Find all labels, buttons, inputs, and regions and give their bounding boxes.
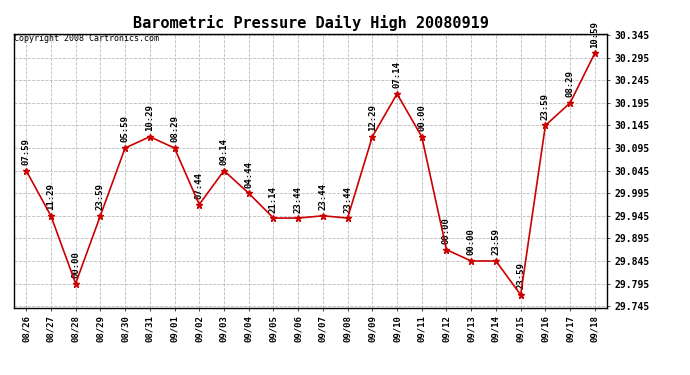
- Text: 23:44: 23:44: [318, 183, 327, 210]
- Text: 23:59: 23:59: [491, 228, 500, 255]
- Text: 08:29: 08:29: [566, 70, 575, 97]
- Text: 09:14: 09:14: [219, 138, 228, 165]
- Text: 23:59: 23:59: [96, 183, 105, 210]
- Text: 23:59: 23:59: [541, 93, 550, 120]
- Text: 00:00: 00:00: [466, 228, 475, 255]
- Text: 07:14: 07:14: [393, 62, 402, 88]
- Text: 04:44: 04:44: [244, 161, 253, 188]
- Text: 00:00: 00:00: [417, 104, 426, 131]
- Text: 07:59: 07:59: [21, 138, 30, 165]
- Text: 23:44: 23:44: [294, 186, 303, 213]
- Text: 21:14: 21:14: [269, 186, 278, 213]
- Text: 00:00: 00:00: [442, 217, 451, 244]
- Text: 11:29: 11:29: [46, 183, 55, 210]
- Text: 00:00: 00:00: [71, 251, 80, 278]
- Text: 07:44: 07:44: [195, 172, 204, 199]
- Text: Copyright 2008 Cartronics.com: Copyright 2008 Cartronics.com: [14, 34, 159, 43]
- Text: 08:29: 08:29: [170, 116, 179, 142]
- Text: 10:59: 10:59: [591, 21, 600, 48]
- Title: Barometric Pressure Daily High 20080919: Barometric Pressure Daily High 20080919: [132, 15, 489, 31]
- Text: 23:44: 23:44: [343, 186, 352, 213]
- Text: 23:59: 23:59: [516, 262, 525, 289]
- Text: 10:29: 10:29: [146, 104, 155, 131]
- Text: 12:29: 12:29: [368, 104, 377, 131]
- Text: 05:59: 05:59: [121, 116, 130, 142]
